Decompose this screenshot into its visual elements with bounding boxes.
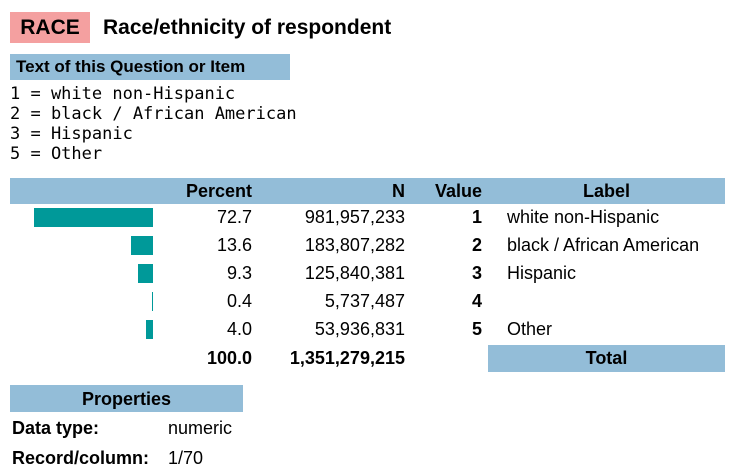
total-cell xyxy=(488,345,725,372)
percent: 4.0 xyxy=(226,319,252,339)
code-label: Other xyxy=(507,319,553,339)
code-label: Hispanic xyxy=(507,263,577,283)
code-value: 1 xyxy=(471,207,482,227)
question-heading: Text of this Question or Item xyxy=(10,54,290,80)
count: 5,737,487 xyxy=(324,291,405,311)
column-header: N xyxy=(392,181,405,201)
percent-bar xyxy=(33,208,153,227)
property-value: 1/70 xyxy=(168,448,204,468)
count: 981,957,233 xyxy=(304,207,405,227)
column-header: Percent xyxy=(185,181,252,201)
column-header: Value xyxy=(434,181,482,201)
question-line: 1 = white non-Hispanic xyxy=(10,84,236,104)
properties-heading: Properties xyxy=(81,389,172,409)
count: 125,840,381 xyxy=(304,263,405,283)
variable-title: Race/ethnicity of respondent xyxy=(103,16,392,39)
question-line: 3 = Hispanic xyxy=(10,124,133,144)
percent-bar xyxy=(130,236,153,255)
code-value: 5 xyxy=(471,319,482,339)
variable-code: RACE xyxy=(10,12,90,43)
property-value: numeric xyxy=(168,418,233,438)
code-value: 3 xyxy=(471,263,482,283)
percent: 72.7 xyxy=(216,207,252,227)
count: 183,807,282 xyxy=(304,235,405,255)
total-percent: 100.0 xyxy=(206,348,252,368)
percent-bar xyxy=(146,320,153,339)
percent: 9.3 xyxy=(226,263,252,283)
property-label: Record/column: xyxy=(12,448,150,468)
table-header xyxy=(10,178,725,204)
percent-bar xyxy=(152,292,153,311)
total-label: Total xyxy=(585,348,628,368)
code-label: black / African American xyxy=(507,235,700,255)
question-line: 5 = Other xyxy=(10,144,103,164)
code-value: 4 xyxy=(471,291,482,311)
total-count: 1,351,279,215 xyxy=(289,348,405,368)
count: 53,936,831 xyxy=(314,319,405,339)
percent: 13.6 xyxy=(216,235,252,255)
code-value: 2 xyxy=(471,235,482,255)
column-header: Label xyxy=(582,181,630,201)
properties-header xyxy=(10,385,243,412)
code-label: white non-Hispanic xyxy=(507,207,660,227)
property-label: Data type: xyxy=(12,418,100,438)
question-line: 2 = black / African American xyxy=(10,104,297,124)
percent-bar xyxy=(137,264,153,283)
percent: 0.4 xyxy=(226,291,252,311)
